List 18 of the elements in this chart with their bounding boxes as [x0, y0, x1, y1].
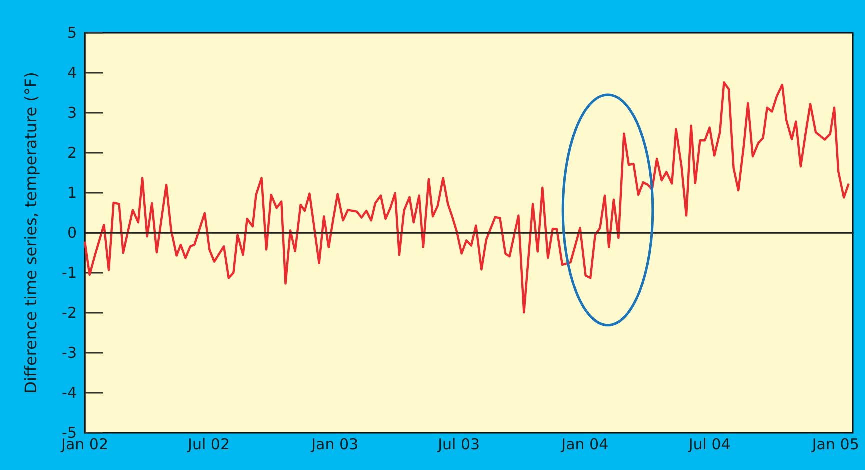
x-tick-label: Jul 02 — [187, 436, 230, 454]
y-tick-label: 0 — [67, 224, 77, 242]
y-tick-label: 2 — [67, 144, 77, 162]
y-tick-label: 3 — [67, 104, 77, 122]
x-tick-label: Jul 03 — [437, 436, 480, 454]
x-tick-label: Jul 04 — [688, 436, 731, 454]
x-tick-label: Jan 05 — [811, 436, 860, 454]
y-tick-label: 5 — [67, 24, 77, 42]
y-tick-label: -3 — [62, 344, 77, 362]
y-tick-label: 4 — [67, 64, 77, 82]
x-tick-label: Jan 04 — [560, 436, 609, 454]
y-tick-label: -1 — [62, 264, 77, 282]
y-tick-label: -4 — [62, 384, 77, 402]
y-axis-title: Difference time series, temperature (°F) — [22, 72, 40, 394]
y-tick-label: -2 — [62, 304, 77, 322]
x-tick-label: Jan 03 — [310, 436, 359, 454]
y-tick-label: 1 — [67, 184, 77, 202]
line-series — [84, 82, 850, 314]
